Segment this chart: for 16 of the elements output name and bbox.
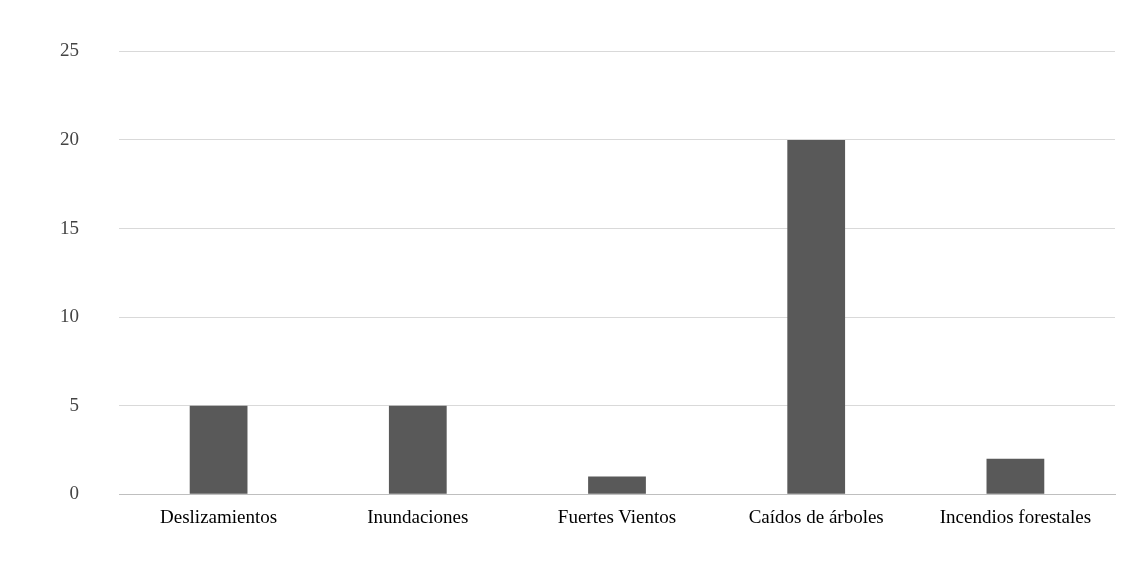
bar (986, 458, 1045, 494)
x-tick-label: Inundaciones (367, 505, 469, 527)
x-tick-label: Fuertes Vientos (557, 505, 677, 527)
y-tick-label: 15 (60, 216, 79, 238)
y-tick-label: 5 (69, 393, 79, 415)
y-tick-label: 0 (69, 482, 79, 504)
bar (388, 405, 447, 494)
bar (189, 405, 248, 494)
bar (787, 139, 846, 494)
y-tick-label: 25 (60, 39, 79, 61)
y-tick-label: 20 (60, 127, 79, 149)
x-tick-label: Deslizamientos (160, 505, 278, 527)
bar (588, 476, 646, 494)
y-tick-label: 10 (60, 305, 79, 327)
x-tick-label: Caídos de árboles (748, 505, 884, 527)
x-tick-label: Incendios forestales (939, 505, 1092, 527)
